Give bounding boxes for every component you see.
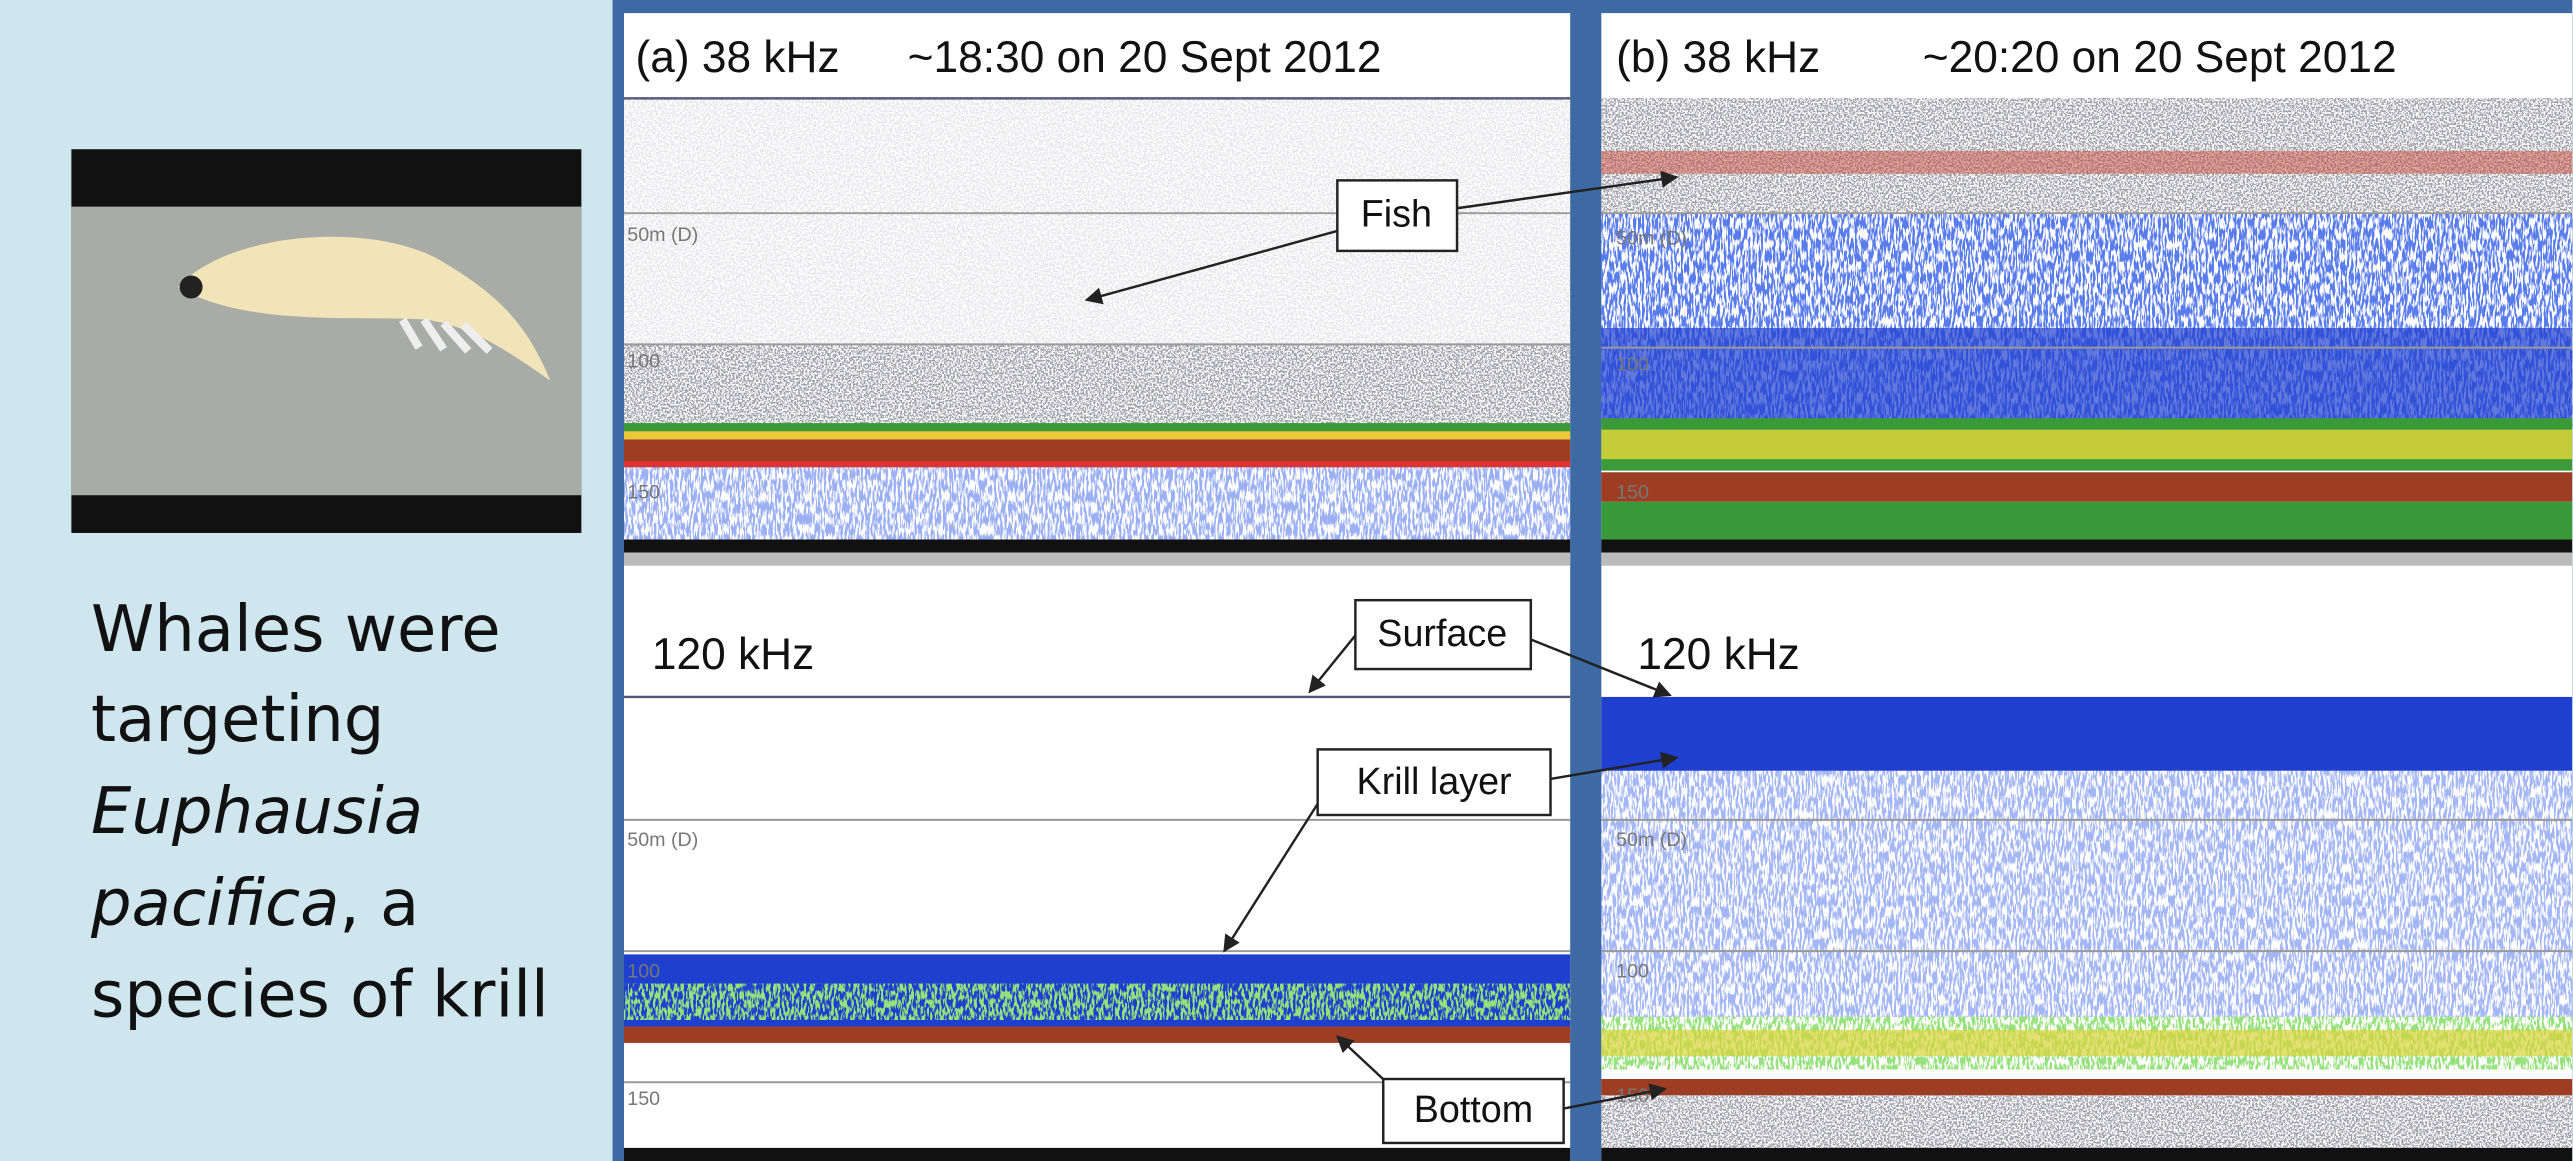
callout-label: Bottom (1414, 1088, 1533, 1130)
callout-label: Surface (1377, 612, 1507, 654)
panel-title: (a) 38 kHz (635, 33, 839, 82)
depth-label: 100 (1616, 960, 1649, 982)
depth-label: 50m (D) (1616, 829, 1687, 851)
caption-line: pacifica, a (90, 867, 419, 941)
caption-italic: pacifica (90, 867, 339, 941)
callout-label: Krill layer (1357, 760, 1512, 802)
caption-line: Whales were (91, 593, 501, 667)
depth-label: 50m (D) (627, 224, 698, 246)
panel-subtitle: 120 kHz (652, 630, 814, 679)
panel-title: (b) 38 kHz (1616, 33, 1820, 82)
depth-label: 50m (D) (1616, 227, 1687, 249)
panel-time: ~20:20 on 20 Sept 2012 (1923, 33, 2397, 82)
depth-label: 50m (D) (627, 829, 698, 851)
caption-line: Euphausia (91, 775, 423, 849)
caption-text: , a (339, 867, 419, 941)
panel-b: (b) 38 kHz ~20:20 on 20 Sept 2012 50m (D… (1601, 13, 2573, 1161)
depth-label: 150 (627, 482, 660, 504)
caption-line: species of krill (91, 959, 549, 1033)
depth-label: 100 (1616, 354, 1649, 376)
callouts: Fish Surface Krill layer Bottom (1084, 170, 1679, 1145)
depth-label: 150 (627, 1088, 660, 1110)
panel-subtitle: 120 kHz (1637, 630, 1799, 679)
caption-line: targeting (91, 683, 384, 757)
callout-label: Fish (1361, 192, 1432, 234)
depth-label: 150 (1616, 482, 1649, 504)
krill-photo (71, 149, 582, 533)
panel-time: ~18:30 on 20 Sept 2012 (908, 33, 1382, 82)
depth-label: 100 (627, 960, 660, 982)
depth-label: 100 (627, 350, 660, 372)
